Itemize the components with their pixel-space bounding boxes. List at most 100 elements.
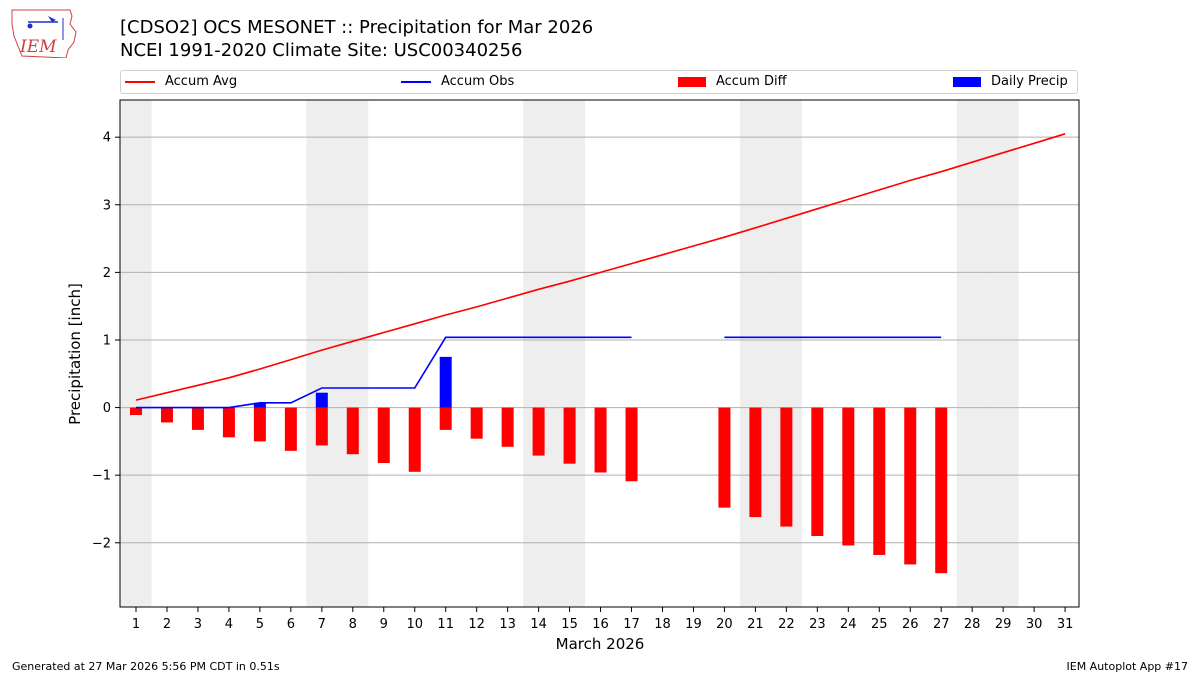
- daily-bar-day-5: [253, 402, 266, 408]
- diff-bar-day-3: [191, 407, 204, 430]
- accum-obs-line-segment-1: [136, 336, 632, 409]
- y-tick-label: −2: [92, 536, 111, 551]
- x-tick-label: 4: [225, 617, 233, 632]
- chart-title: [CDSO2] OCS MESONET :: Precipitation for…: [120, 17, 594, 38]
- legend-swatch-avg: [125, 80, 155, 83]
- weekend-band-14: [523, 100, 555, 607]
- x-tick-label: 31: [1057, 617, 1074, 632]
- diff-bar-day-5: [253, 407, 266, 442]
- diff-bar-day-8: [346, 407, 359, 455]
- daily-bar-day-11: [439, 356, 452, 408]
- diff-bar-day-25: [873, 407, 886, 555]
- legend-item-daily-precip: Daily Precip: [953, 74, 1068, 92]
- legend-label: Accum Avg: [165, 74, 238, 89]
- y-axis-ticks: −2 −1 0 1 2 3 4: [92, 131, 120, 551]
- y-tick-label: 0: [103, 401, 111, 416]
- x-tick-label: 1: [132, 617, 140, 632]
- weekend-band-29: [987, 100, 1019, 607]
- diff-bar-day-9: [377, 407, 390, 464]
- diff-bar-day-14: [532, 407, 545, 456]
- x-tick-label: 6: [287, 617, 295, 632]
- x-tick-label: 25: [871, 617, 888, 632]
- diff-bar-day-22: [780, 407, 793, 527]
- y-tick-label: 3: [103, 198, 111, 213]
- legend: Accum Avg Accum Obs Accum Diff Daily Pre…: [120, 70, 1078, 94]
- diff-bar-day-4: [222, 407, 235, 438]
- x-tick-label: 22: [778, 617, 795, 632]
- x-tick-label: 11: [437, 617, 454, 632]
- footer-generated: Generated at 27 Mar 2026 5:56 PM CDT in …: [12, 660, 280, 673]
- diff-bar-day-1: [130, 407, 142, 416]
- x-tick-label: 9: [380, 617, 388, 632]
- legend-item-accum-diff: Accum Diff: [678, 74, 787, 92]
- x-tick-label: 2: [163, 617, 171, 632]
- daily-precip-bars: [253, 356, 452, 408]
- plot-frame: [119, 99, 1080, 608]
- diff-bar-day-26: [904, 407, 917, 565]
- accum-avg-line: [135, 133, 1066, 401]
- weekend-band-28: [956, 100, 988, 607]
- weekend-band-15: [554, 100, 586, 607]
- x-tick-label: 10: [406, 617, 423, 632]
- diff-bar-day-12: [470, 407, 483, 439]
- y-tick-label: 4: [103, 131, 111, 146]
- x-tick-label: 23: [809, 617, 826, 632]
- x-tick-label: 19: [685, 617, 702, 632]
- x-tick-label: 18: [654, 617, 671, 632]
- gridlines: [120, 136, 1079, 544]
- x-tick-label: 16: [592, 617, 609, 632]
- diff-bar-day-23: [811, 407, 824, 537]
- weekend-band-21: [739, 100, 771, 607]
- x-tick-label: 26: [902, 617, 919, 632]
- diff-bar-day-11: [439, 407, 452, 430]
- y-tick-label: 1: [103, 333, 111, 348]
- x-tick-label: 8: [349, 617, 357, 632]
- diff-bar-day-10: [408, 407, 421, 472]
- footer-app: IEM Autoplot App #17: [1066, 660, 1189, 673]
- x-tick-label: 20: [716, 617, 733, 632]
- diff-bar-day-16: [594, 407, 607, 473]
- legend-label: Daily Precip: [991, 74, 1068, 89]
- x-tick-label: 21: [747, 617, 764, 632]
- accum-lines: [135, 133, 1066, 409]
- diff-bar-day-27: [935, 407, 948, 574]
- legend-label: Accum Obs: [441, 74, 515, 89]
- x-tick-label: 15: [561, 617, 578, 632]
- x-axis-ticks: 1 2 3 4 5 6 7 8 9 10 11 12 13 14 15 16 17 18 19 20 21 22 23 24 2…: [132, 607, 1074, 632]
- y-tick-label: 2: [103, 266, 111, 281]
- x-tick-label: 13: [499, 617, 516, 632]
- legend-item-accum-avg: Accum Avg: [125, 74, 237, 92]
- weekend-shading: [120, 100, 1019, 607]
- daily-bar-day-7: [315, 392, 328, 408]
- legend-swatch-obs: [401, 80, 431, 83]
- weekend-band-22: [770, 100, 802, 607]
- diff-bar-day-20: [718, 407, 731, 508]
- legend-label: Accum Diff: [716, 74, 787, 89]
- diff-bar-day-17: [625, 407, 638, 482]
- x-tick-label: 28: [964, 617, 981, 632]
- x-tick-label: 29: [995, 617, 1012, 632]
- x-tick-label: 5: [256, 617, 264, 632]
- diff-bar-day-21: [749, 407, 762, 518]
- legend-swatch-daily: [953, 76, 981, 87]
- svg-text:IEM: IEM: [19, 37, 57, 57]
- chart-subtitle: NCEI 1991-2020 Climate Site: USC00340256: [120, 40, 523, 61]
- diff-bar-day-13: [501, 407, 514, 447]
- weekend-band-1: [120, 100, 152, 607]
- legend-swatch-diff: [678, 76, 706, 87]
- x-tick-label: 24: [840, 617, 857, 632]
- diff-bar-day-7: [315, 407, 328, 446]
- x-tick-label: 12: [468, 617, 485, 632]
- x-axis-label: March 2026: [556, 635, 645, 653]
- y-axis-label: Precipitation [inch]: [66, 283, 84, 425]
- x-tick-label: 17: [623, 617, 640, 632]
- x-tick-label: 14: [530, 617, 547, 632]
- legend-item-accum-obs: Accum Obs: [401, 74, 514, 92]
- diff-bar-day-24: [842, 407, 855, 546]
- weekend-band-8: [337, 100, 369, 607]
- x-tick-label: 3: [194, 617, 202, 632]
- x-tick-label: 7: [318, 617, 326, 632]
- y-tick-label: −1: [92, 469, 111, 484]
- iem-logo: IEM: [8, 6, 80, 59]
